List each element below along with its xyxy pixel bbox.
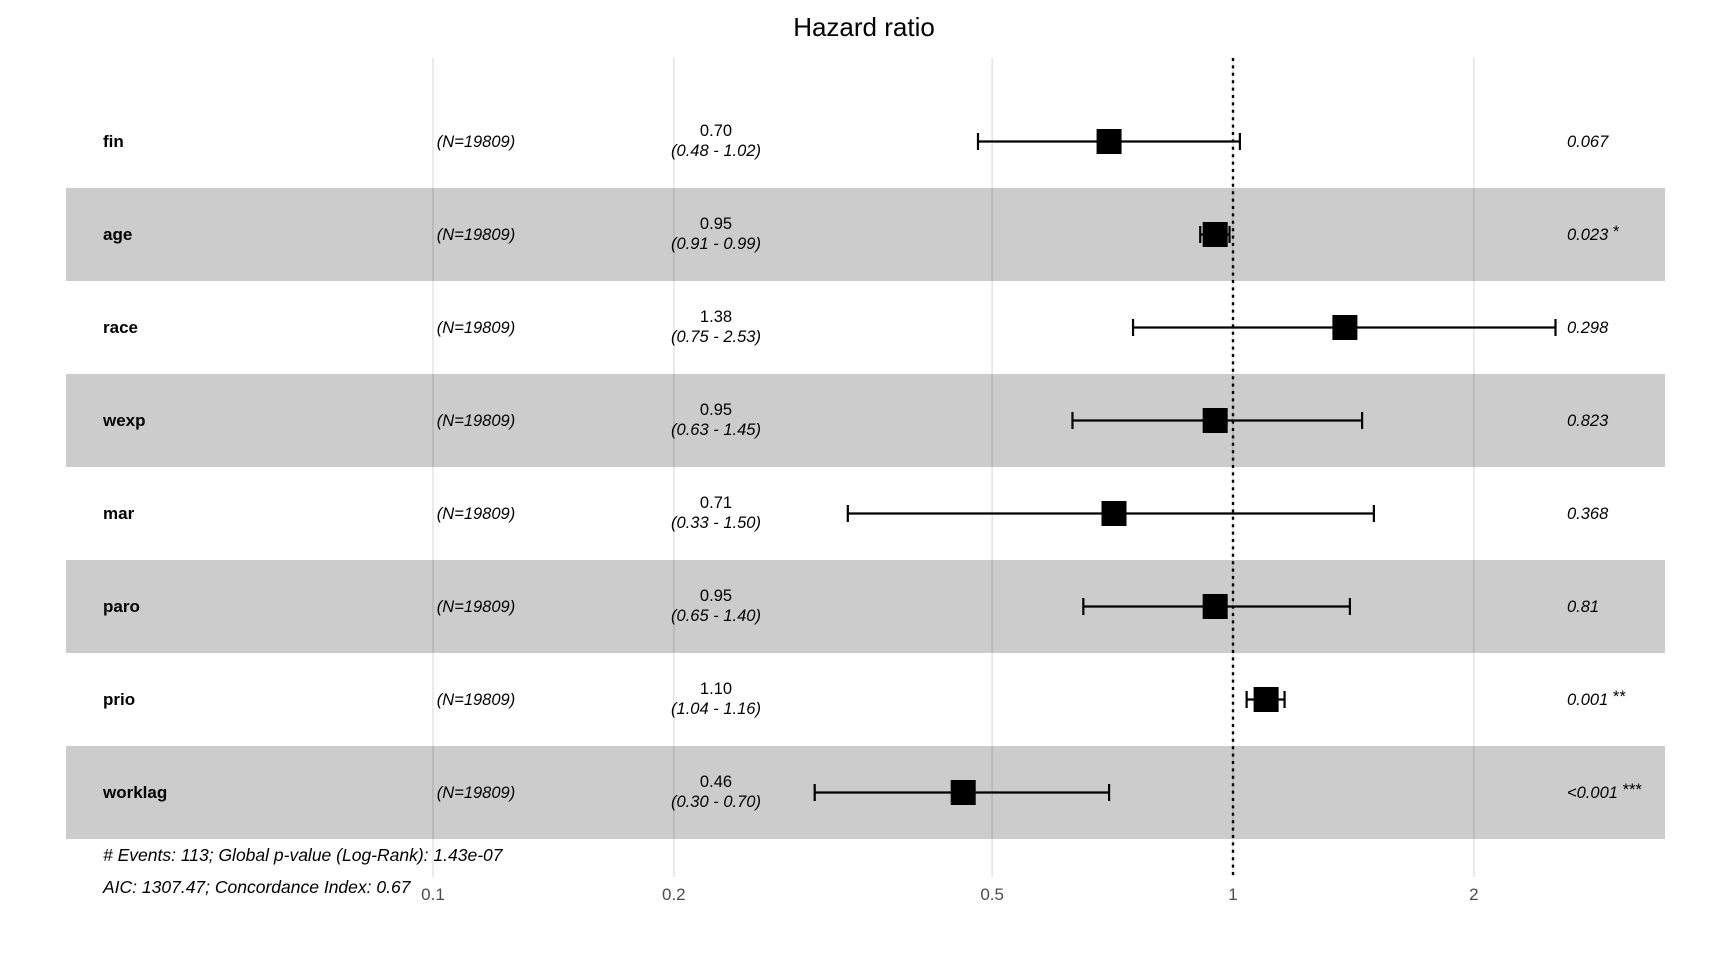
significance-stars: ** — [1612, 687, 1626, 706]
forest-marker — [950, 780, 976, 805]
hazard-ratio-value: 0.71 — [699, 494, 733, 512]
axis-tick-label: 1 — [1228, 885, 1238, 904]
p-value-text: 0.81 — [1567, 597, 1600, 616]
p-value-text: 0.023 — [1567, 225, 1609, 244]
row-estimate: 0.71 (0.33 - 1.50) — [671, 493, 761, 533]
row-p-value: 0.298 — [1567, 318, 1608, 338]
confidence-interval: (0.75 - 2.53) — [671, 328, 761, 346]
row-n-count: (N=19809) — [436, 318, 516, 337]
axis-tick-label: 2 — [1469, 885, 1479, 904]
row-label: mar — [103, 503, 135, 523]
row-label: age — [103, 224, 133, 244]
p-value-text: 0.298 — [1567, 318, 1609, 337]
row-estimate: 1.38 (0.75 - 2.53) — [671, 307, 761, 347]
axis-tick-label: 0.5 — [980, 885, 1004, 904]
row-n-count: (N=19809) — [436, 690, 516, 709]
forest-marker — [1096, 129, 1122, 154]
significance-stars: *** — [1621, 780, 1642, 799]
significance-stars: * — [1612, 222, 1619, 241]
row-estimate: 0.46 (0.30 - 0.70) — [671, 772, 761, 812]
row-p-value: 0.81 — [1567, 597, 1599, 617]
p-value-text: <0.001 — [1567, 783, 1618, 802]
forest-marker — [1202, 408, 1228, 433]
row-band — [66, 374, 1665, 467]
confidence-interval: (0.63 - 1.45) — [671, 421, 761, 439]
axis-tick-label: 0.2 — [661, 885, 686, 904]
footer-aic-line: AIC: 1307.47; Concordance Index: 0.67 — [103, 877, 411, 897]
forest-marker — [1101, 501, 1127, 526]
row-label: fin — [103, 131, 124, 151]
row-estimate: 1.10 (1.04 - 1.16) — [671, 679, 761, 719]
row-band — [66, 560, 1665, 653]
confidence-interval: (0.65 - 1.40) — [671, 607, 761, 625]
hazard-ratio-value: 0.95 — [699, 401, 733, 419]
row-p-value: 0.368 — [1567, 504, 1608, 524]
row-n-count: (N=19809) — [436, 597, 516, 616]
p-value-text: 0.067 — [1567, 132, 1609, 151]
row-n-count: (N=19809) — [436, 132, 516, 151]
confidence-interval: (0.48 - 1.02) — [671, 142, 761, 160]
row-estimate: 0.70 (0.48 - 1.02) — [671, 121, 761, 161]
row-label: worklag — [103, 782, 168, 802]
row-p-value: 0.823 — [1567, 411, 1608, 431]
row-estimate: 0.95 (0.91 - 0.99) — [671, 214, 761, 254]
axis-tick-label: 0.1 — [421, 885, 445, 904]
p-value-text: 0.001 — [1567, 690, 1609, 709]
footer-events-line: # Events: 113; Global p-value (Log-Rank)… — [103, 845, 503, 865]
row-n-count: (N=19809) — [436, 504, 516, 523]
row-p-value: 0.001 ** — [1567, 687, 1626, 710]
confidence-interval: (0.91 - 0.99) — [671, 235, 761, 253]
hazard-ratio-value: 1.38 — [699, 308, 733, 326]
row-n-count: (N=19809) — [436, 411, 516, 430]
p-value-text: 0.823 — [1567, 411, 1609, 430]
confidence-interval: (0.30 - 0.70) — [671, 793, 761, 811]
hazard-ratio-value: 1.10 — [699, 680, 733, 698]
row-p-value: <0.001 *** — [1567, 780, 1642, 803]
hazard-ratio-value: 0.70 — [699, 122, 733, 140]
forest-marker — [1332, 315, 1358, 340]
row-band — [66, 188, 1665, 281]
hazard-ratio-value: 0.46 — [699, 773, 733, 791]
row-estimate: 0.95 (0.65 - 1.40) — [671, 586, 761, 626]
row-n-count: (N=19809) — [436, 225, 516, 244]
hazard-ratio-value: 0.95 — [699, 587, 733, 605]
row-p-value: 0.023 * — [1567, 222, 1619, 245]
confidence-interval: (1.04 - 1.16) — [671, 700, 761, 718]
forest-marker — [1202, 222, 1228, 247]
row-label: prio — [103, 689, 136, 709]
row-label: paro — [103, 596, 140, 616]
row-label: wexp — [103, 410, 146, 430]
forest-marker — [1202, 594, 1228, 619]
confidence-interval: (0.33 - 1.50) — [671, 514, 761, 532]
forest-marker — [1253, 687, 1279, 712]
page-title: Hazard ratio — [793, 12, 935, 42]
hazard-ratio-value: 0.95 — [699, 215, 733, 233]
row-label: race — [103, 317, 138, 337]
row-n-count: (N=19809) — [436, 783, 516, 802]
row-p-value: 0.067 — [1567, 132, 1608, 152]
p-value-text: 0.368 — [1567, 504, 1609, 523]
row-estimate: 0.95 (0.63 - 1.45) — [671, 400, 761, 440]
